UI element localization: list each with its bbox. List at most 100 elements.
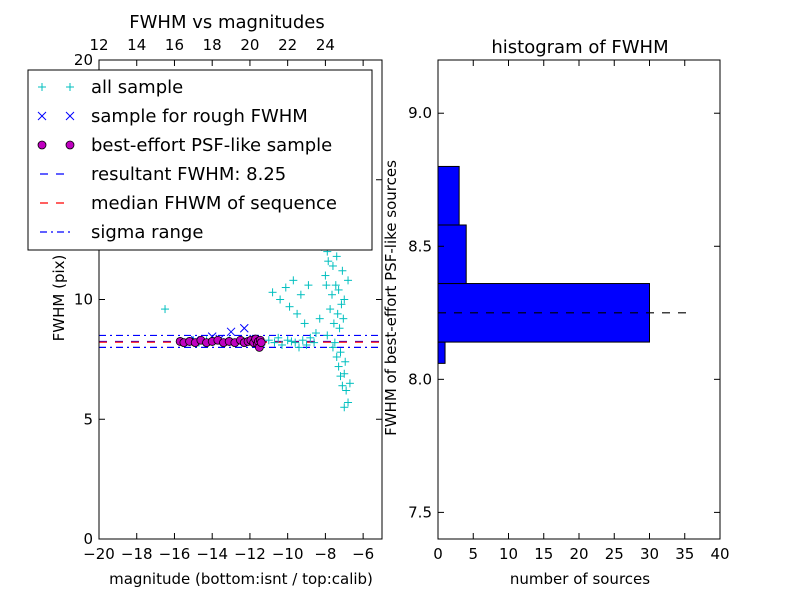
legend-label-3: resultant FWHM: 8.25 — [91, 164, 286, 185]
series-0-point-21 — [294, 343, 303, 352]
legend-entries: all sample sample for rough FWHM best-effo… — [37, 77, 337, 243]
series-0-point-52 — [322, 281, 331, 290]
left-x-tick-label-3: −14 — [196, 545, 228, 563]
series-0-point-26 — [268, 288, 277, 297]
series-0-point-32 — [296, 290, 305, 299]
series-0-point-65 — [334, 362, 343, 371]
series-0-point-34 — [304, 281, 313, 290]
left-top-tick-label-2: 16 — [165, 36, 184, 54]
series-0-point-72 — [345, 379, 354, 388]
series-0-point-58 — [333, 309, 342, 318]
series-0-point-64 — [332, 352, 341, 361]
histogram-bar-2 — [437, 224, 467, 285]
series-0-point-43 — [332, 252, 341, 261]
series-0-point-69 — [342, 386, 351, 395]
left-x-tick-label-1: −18 — [121, 545, 153, 563]
series-0-point-41 — [328, 261, 337, 270]
right-x-axis-label: number of sources — [510, 570, 650, 588]
series-0-point-44 — [334, 285, 343, 294]
series-0-point-54 — [326, 305, 335, 314]
left-top-tick-label-1: 14 — [127, 36, 146, 54]
left-y-tick-label-2: 10 — [74, 291, 93, 309]
series-0-point-61 — [339, 314, 348, 323]
right-x-tick-label-0: 0 — [433, 545, 443, 563]
series-0-point-31 — [293, 309, 302, 318]
legend: all sample sample for rough FWHM best-effo… — [27, 69, 373, 251]
right-y-tick-label-0: 7.5 — [408, 503, 432, 521]
series-0-point-36 — [315, 314, 324, 323]
legend-entry-1: sample for rough FWHM — [37, 106, 308, 127]
series-0-point-47 — [340, 295, 349, 304]
series-0-point-27 — [276, 295, 285, 304]
series-0-point-46 — [338, 266, 347, 275]
series-0-point-18 — [283, 336, 292, 345]
right-y-tick-label-2: 8.5 — [408, 237, 432, 255]
series-0-point-20 — [291, 338, 300, 347]
right-x-tick-label-3: 15 — [534, 545, 553, 563]
series-0-point-29 — [285, 302, 294, 311]
right-x-tick-label-6: 30 — [640, 545, 659, 563]
series-0-point-16 — [274, 333, 283, 342]
legend-box — [27, 69, 373, 251]
right-x-tick-label-1: 5 — [468, 545, 478, 563]
series-0-point-68 — [340, 369, 349, 378]
series-0-point-74 — [341, 357, 350, 366]
left-y-tick-label-4: 20 — [74, 51, 93, 69]
fwhm-histogram-chart: histogram of FWHM 0 5 10 15 20 25 30 35 40 7.5 8.0… — [382, 37, 730, 588]
series-0-point-17 — [278, 341, 287, 350]
left-y-tick-label-1: 5 — [83, 410, 93, 428]
left-top-tick-label-6: 24 — [316, 36, 335, 54]
series-0-point-15 — [270, 338, 279, 347]
histogram-bar-3 — [437, 165, 460, 226]
series-0-point-23 — [302, 341, 311, 350]
legend-entry-4: median FHWM of sequence — [40, 193, 337, 214]
series-0-point-55 — [328, 290, 337, 299]
legend-entry-5: sigma range — [40, 222, 203, 243]
series-0-point-70 — [344, 398, 353, 407]
left-x-tick-label-0: −20 — [83, 545, 115, 563]
right-y-tick-label-1: 8.0 — [408, 370, 432, 388]
right-chart-title: histogram of FWHM — [491, 37, 668, 58]
right-x-tick-label-7: 35 — [675, 545, 694, 563]
left-x-tick-label-7: −6 — [352, 545, 374, 563]
legend-label-4: median FHWM of sequence — [91, 193, 337, 214]
series-0-point-33 — [300, 319, 309, 328]
left-x-tick-label-2: −16 — [159, 545, 191, 563]
series-0-point-67 — [338, 381, 347, 390]
left-top-tick-label-3: 18 — [203, 36, 222, 54]
left-plot-area: −20 −18 −16 −14 −12 −10 −8 −6 12 14 16 18 20 22 24 0 5 10… — [74, 36, 383, 563]
histogram-bar-0 — [437, 341, 446, 364]
series-0-point-0 — [161, 305, 170, 314]
series-0-point-63 — [328, 343, 337, 352]
series-0-point-49 — [344, 276, 353, 285]
right-x-tick-label-5: 25 — [605, 545, 624, 563]
left-chart-title: FWHM vs magnitudes — [129, 12, 324, 33]
left-x-axis-label: magnitude (bottom:isnt / top:calib) — [109, 570, 373, 588]
legend-entry-3: resultant FWHM: 8.25 — [40, 164, 286, 185]
series-2-point-21 — [256, 338, 266, 348]
series-0-point-37 — [321, 271, 330, 280]
left-x-tick-label-6: −8 — [314, 545, 336, 563]
left-top-tick-label-0: 12 — [89, 36, 108, 54]
legend-label-1: sample for rough FWHM — [91, 106, 308, 127]
right-y-tick-label-3: 9.0 — [408, 104, 432, 122]
right-x-tick-label-4: 20 — [569, 545, 588, 563]
series-0-point-22 — [298, 336, 307, 345]
series-0-point-62 — [323, 331, 332, 340]
left-x-tick-label-5: −10 — [272, 545, 304, 563]
series-0-point-60 — [337, 300, 346, 309]
series-1-point-2 — [239, 323, 249, 333]
legend-label-2: best-effort PSF-like sample — [91, 135, 332, 156]
series-0-point-14 — [264, 336, 273, 345]
legend-entry-0: all sample — [38, 77, 183, 98]
series-0-point-59 — [335, 324, 344, 333]
left-top-tick-label-4: 20 — [240, 36, 259, 54]
series-0-point-35 — [311, 329, 320, 338]
legend-label-0: all sample — [91, 77, 183, 98]
series-0-point-53 — [324, 257, 333, 266]
series-0-point-57 — [331, 281, 340, 290]
fwhm-vs-magnitude-chart: FWHM vs magnitudes −20 −18 −16 −14 −12 −10 −8−… — [50, 12, 383, 588]
right-plot-area: 0 5 10 15 20 25 30 35 40 7.5 8.0 8.5 9.0 — [408, 59, 730, 563]
series-0-point-71 — [340, 403, 349, 412]
